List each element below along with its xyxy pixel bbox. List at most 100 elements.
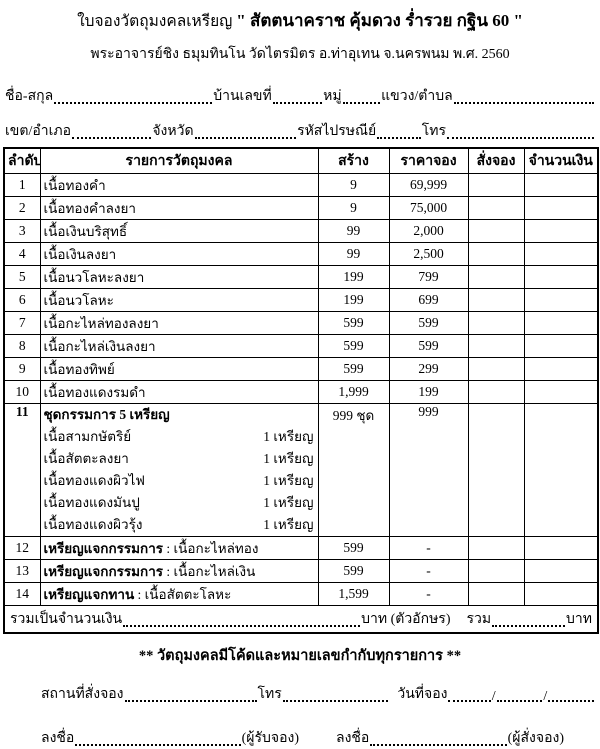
row-amount-cell bbox=[523, 356, 599, 381]
row-price-cell: 75,000 bbox=[388, 195, 469, 220]
row-no-cell: 6 bbox=[3, 287, 41, 312]
signature-receiver: ลงชื่อ (ผู้รับจอง) bbox=[41, 727, 299, 749]
table-row: 10 เนื้อทองแดงรมดำ 1,999 199 bbox=[3, 379, 599, 404]
postcode-field-line bbox=[377, 137, 421, 139]
table-header-row: ลำดับ รายการวัตถุมงคล สร้าง ราคาจอง สั่ง… bbox=[3, 147, 599, 174]
row-price-cell: 299 bbox=[388, 356, 469, 381]
row-amount-cell bbox=[523, 218, 599, 243]
row-order-cell bbox=[467, 535, 525, 560]
row-price-cell: 999 bbox=[388, 402, 469, 537]
order-place-field-line bbox=[124, 699, 257, 702]
row-amount-cell bbox=[523, 379, 599, 404]
row-no-cell: 7 bbox=[3, 310, 41, 335]
row-item-cell: ชุดกรรมการ 5 เหรียญเนื้อสามกษัตริย์ 1 เหร… bbox=[39, 402, 319, 537]
row-no-cell: 10 bbox=[3, 379, 41, 404]
postcode-field-label: รหัสไปรษณีย์ bbox=[297, 124, 377, 139]
row-order-cell bbox=[467, 356, 525, 381]
row-item-cell: เนื้อทองคำลงยา bbox=[39, 195, 319, 220]
row-price-cell: 799 bbox=[388, 264, 469, 289]
item-subline: เนื้อทองแดงผิวรุ้ง 1 เหรียญ bbox=[44, 514, 315, 536]
table-row: 14 เหรียญแจกทาน : เนื้อสัตตะโลหะ 1,599- bbox=[3, 581, 599, 606]
order-phone-field-line bbox=[282, 699, 389, 702]
row-item-cell: เนื้อนวโลหะลงยา bbox=[39, 264, 319, 289]
row-price-cell: 699 bbox=[388, 287, 469, 312]
row-no-cell: 3 bbox=[3, 218, 41, 243]
orderer-role-label: (ผู้สั่งจอง) bbox=[507, 730, 564, 746]
subitem-name: เนื้อสัตตะลงยา bbox=[43, 450, 129, 466]
row-made-cell: 1,599 bbox=[317, 581, 390, 606]
subitem-name: เนื้อทองแดงผิวไฟ bbox=[43, 472, 145, 488]
house-no-field-label: บ้านเลขที่ bbox=[213, 89, 272, 104]
province-field-label: จังหวัด bbox=[152, 124, 194, 139]
row-made-cell: 599 bbox=[317, 310, 390, 335]
table-row: 2 เนื้อทองคำลงยา 9 75,000 bbox=[3, 195, 599, 220]
row-made-cell: 999 ชุด bbox=[317, 402, 390, 537]
subitem-qty: 1 เหรียญ bbox=[263, 494, 314, 510]
row-made-cell: 99 bbox=[317, 241, 390, 266]
row-price-cell: 599 bbox=[388, 310, 469, 335]
form-line-1: ชื่อ-สกุล บ้านเลขที่ หมู่ แขวง/ตำบล bbox=[3, 85, 597, 107]
table-row: 5 เนื้อนวโลหะลงยา 199 799 bbox=[3, 264, 599, 289]
subitem-name: เนื้อทองแดงผิวรุ้ง bbox=[43, 516, 143, 532]
total-sum-line bbox=[492, 624, 566, 627]
row-amount-cell bbox=[523, 287, 599, 312]
row-order-cell bbox=[467, 287, 525, 312]
col-header-price: ราคาจอง bbox=[388, 147, 469, 174]
item-subline: เนื้อสามกษัตริย์ 1 เหรียญ bbox=[44, 426, 315, 448]
row-item-cell: เนื้อทองแดงรมดำ bbox=[39, 379, 319, 404]
table-row: 3 เนื้อเงินบริสุทธิ์ 99 2,000 bbox=[3, 218, 599, 243]
title-amulet-name: " สัตตนาคราช คุ้มดวง ร่ำรวย กฐิน 60 " bbox=[236, 11, 523, 30]
row-amount-cell bbox=[523, 402, 599, 537]
row-price-cell: 599 bbox=[388, 333, 469, 358]
order-table: ลำดับ รายการวัตถุมงคล สร้าง ราคาจอง สั่ง… bbox=[3, 147, 599, 634]
signature-receiver-line bbox=[75, 743, 241, 746]
name-field-line bbox=[54, 102, 213, 104]
item-set-title: ชุดกรรมการ 5 เหรียญ bbox=[43, 406, 170, 422]
subitem-name: เนื้อทองแดงมันปู bbox=[43, 494, 140, 510]
phone-field-line bbox=[447, 137, 594, 139]
row-amount-cell bbox=[523, 558, 599, 583]
row-made-cell: 599 bbox=[317, 356, 390, 381]
row-no-cell: 2 bbox=[3, 195, 41, 220]
row-amount-cell bbox=[523, 310, 599, 335]
total-baht-label: บาท bbox=[566, 611, 592, 627]
signature-orderer-line bbox=[370, 743, 507, 746]
order-place-line: สถานที่สั่งจอง โทร วันที่จอง / / bbox=[3, 683, 597, 705]
row-order-cell bbox=[467, 172, 525, 197]
signature-orderer: ลงชื่อ (ผู้สั่งจอง) bbox=[336, 727, 564, 749]
row-no-cell: 1 bbox=[3, 172, 41, 197]
page-subtitle: พระอาจารย์ชิง ธมุมทินโน วัดไตรมิตร อ.ท่า… bbox=[90, 47, 510, 62]
row-no-cell: 8 bbox=[3, 333, 41, 358]
item-subline: เนื้อทองแดงมันปู 1 เหรียญ bbox=[44, 492, 315, 514]
row-amount-cell bbox=[523, 195, 599, 220]
row-made-cell: 99 bbox=[317, 218, 390, 243]
row-item-cell: เนื้อทองทิพย์ bbox=[39, 356, 319, 381]
row-amount-cell bbox=[523, 241, 599, 266]
title-prefix: ใบจองวัตถุมงคลเหรียญ bbox=[77, 13, 233, 30]
table-row: 12 เหรียญแจกกรรมการ : เนื้อกะไหล่ทอง 599- bbox=[3, 535, 599, 560]
table-row: 11 ชุดกรรมการ 5 เหรียญ เนื้อสามกษัตริย์ 1 เ… bbox=[3, 402, 599, 537]
col-header-item: รายการวัตถุมงคล bbox=[39, 147, 319, 174]
row-no-cell: 12 bbox=[3, 535, 41, 560]
row-order-cell bbox=[467, 581, 525, 606]
table-row: 4 เนื้อเงินลงยา 99 2,500 bbox=[3, 241, 599, 266]
province-field-line bbox=[194, 137, 297, 139]
row-order-cell bbox=[467, 195, 525, 220]
row-item-cell: เนื้อทองคำ bbox=[39, 172, 319, 197]
total-baht-text-label: บาท (ตัวอักษร) bbox=[361, 611, 451, 627]
total-label: รวมเป็นจำนวนเงิน bbox=[10, 611, 123, 627]
order-date-month-line bbox=[496, 699, 543, 702]
row-order-cell bbox=[467, 379, 525, 404]
row-no-cell: 9 bbox=[3, 356, 41, 381]
row-order-cell bbox=[467, 402, 525, 537]
row-order-cell bbox=[467, 558, 525, 583]
row-price-cell: - bbox=[388, 535, 469, 560]
row-item-cell: เนื้อกะไหล่ทองลงยา bbox=[39, 310, 319, 335]
district-field-line bbox=[72, 137, 152, 139]
col-header-amount: จำนวนเงิน bbox=[523, 147, 599, 174]
moo-field-line bbox=[342, 102, 381, 104]
total-row: รวมเป็นจำนวนเงิน บาท (ตัวอักษร) รวม บาท bbox=[3, 604, 599, 633]
row-made-cell: 599 bbox=[317, 333, 390, 358]
form-line-2: เขต/อำเภอ จังหวัด รหัสไปรษณีย์ โทร bbox=[3, 120, 597, 142]
total-text-line bbox=[123, 624, 361, 627]
